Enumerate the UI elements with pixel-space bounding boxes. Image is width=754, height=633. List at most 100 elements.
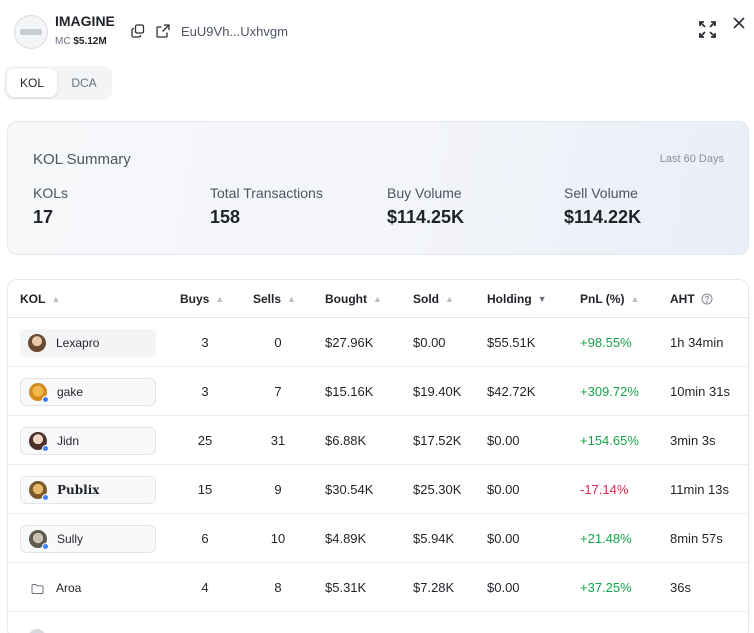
- col-pnl[interactable]: PnL (%) ▲: [580, 292, 640, 306]
- stat-transactions-label: Total Transactions: [210, 185, 323, 201]
- copy-icon[interactable]: [130, 23, 146, 39]
- kol-chip[interactable]: Aroa: [20, 574, 156, 602]
- aht-cell: 10min 31s: [670, 384, 730, 399]
- sort-icon: ▲: [51, 294, 61, 304]
- kol-name: Aroa: [56, 581, 82, 595]
- folder-icon: [28, 579, 46, 597]
- tab-dca[interactable]: DCA: [71, 76, 97, 90]
- token-header: IMAGINE MC $5.12M EuU9Vh...Uxhvgm: [0, 0, 754, 64]
- pnl-cell: +98.55%: [580, 335, 632, 350]
- sort-icon: ▲: [445, 294, 454, 304]
- view-tabs: KOL DCA: [4, 66, 112, 100]
- sold-cell: $17.52K: [413, 433, 462, 448]
- token-name: IMAGINE: [55, 13, 115, 29]
- buys-cell: 3: [201, 384, 209, 399]
- external-link-icon[interactable]: [155, 23, 171, 39]
- table-row[interactable]: Lexapro 3 0 $27.96K $0.00 $55.51K +98.55…: [8, 318, 748, 367]
- aht-cell: 1h 34min: [670, 335, 724, 350]
- pnl-cell: +21.48%: [580, 531, 632, 546]
- table-row[interactable]: Aroa 4 8 $5.31K $7.28K $0.00 +37.25% 36s: [8, 563, 748, 612]
- sells-cell: 0: [274, 335, 282, 350]
- buys-cell: 25: [197, 433, 213, 448]
- kol-chip[interactable]: Publix: [20, 476, 156, 504]
- tab-kol[interactable]: KOL: [7, 69, 57, 97]
- bought-cell: $30.54K: [325, 482, 374, 497]
- col-sells[interactable]: Sells ▲: [253, 292, 296, 306]
- kol-chip[interactable]: [20, 624, 156, 633]
- stat-buy-volume-label: Buy Volume: [387, 185, 462, 201]
- pnl-cell: -17.14%: [580, 482, 629, 497]
- kol-table: KOL ▲ Buys ▲ Sells ▲ Bought ▲ Sold ▲ Holding ▼…: [7, 279, 749, 633]
- buys-cell: 4: [201, 580, 209, 595]
- kol-chip[interactable]: Sully: [20, 525, 156, 553]
- pnl-cell: +37.25%: [580, 580, 632, 595]
- sort-icon: ▲: [630, 294, 640, 304]
- stat-kols-label: KOLs: [33, 185, 69, 201]
- aht-cell: 11min 13s: [670, 482, 730, 497]
- aht-cell: 36s: [670, 580, 691, 595]
- col-buys[interactable]: Buys ▲: [180, 292, 225, 306]
- stat-buy-volume-value: $114.25K: [387, 207, 465, 227]
- holding-cell: $55.51K: [487, 335, 536, 350]
- bought-cell: $4.89K: [325, 531, 367, 546]
- sort-icon: ▲: [215, 294, 225, 304]
- avatar: [29, 530, 49, 550]
- kol-name: Publix: [57, 483, 100, 497]
- sort-desc-icon: ▼: [537, 294, 547, 304]
- sold-cell: $25.30K: [413, 482, 462, 497]
- market-cap-value: $5.12M: [73, 36, 107, 47]
- pnl-cell: +154.65%: [580, 433, 639, 448]
- table-header: KOL ▲ Buys ▲ Sells ▲ Bought ▲ Sold ▲ Holding ▼…: [8, 280, 748, 318]
- avatar: [29, 481, 49, 501]
- avatar: [28, 334, 46, 352]
- kol-name: Jidn: [57, 434, 80, 448]
- stat-sell-volume-value: $114.22K: [564, 207, 642, 227]
- col-sold[interactable]: Sold ▲: [413, 292, 454, 306]
- buys-cell: 15: [197, 482, 213, 497]
- aht-cell: 8min 57s: [670, 531, 723, 546]
- sort-icon: ▲: [372, 294, 382, 304]
- buys-cell: 6: [201, 531, 209, 546]
- table-row[interactable]: Publix 15 9 $30.54K $25.30K $0.00 -17.14…: [8, 465, 748, 514]
- table-row-partial[interactable]: [8, 612, 748, 633]
- info-icon[interactable]: [701, 293, 713, 305]
- kol-chip[interactable]: Lexapro: [20, 329, 156, 357]
- kol-chip[interactable]: Jidn: [20, 427, 156, 455]
- holding-cell: $0.00: [487, 531, 520, 546]
- bought-cell: $27.96K: [325, 335, 374, 350]
- col-bought[interactable]: Bought ▲: [325, 292, 382, 306]
- bought-cell: $15.16K: [325, 384, 374, 399]
- sells-cell: 7: [274, 384, 282, 399]
- close-icon[interactable]: [732, 16, 746, 30]
- bought-cell: $6.88K: [325, 433, 367, 448]
- token-logo: [14, 15, 48, 49]
- kol-name: gake: [57, 385, 84, 399]
- col-kol[interactable]: KOL ▲: [20, 292, 61, 306]
- table-row[interactable]: Sully 6 10 $4.89K $5.94K $0.00 +21.48% 8…: [8, 514, 748, 563]
- sells-cell: 10: [270, 531, 286, 546]
- sold-cell: $19.40K: [413, 384, 462, 399]
- kol-name: Lexapro: [56, 336, 100, 350]
- sort-icon: ▲: [287, 294, 296, 304]
- avatar: [29, 432, 49, 452]
- stat-kols-value: 17: [33, 207, 54, 227]
- buys-cell: 3: [201, 335, 209, 350]
- kol-chip[interactable]: gake: [20, 378, 156, 406]
- kol-summary-card: KOL Summary Last 60 Days KOLs 17 Total T…: [7, 121, 749, 255]
- table-row[interactable]: gake 3 7 $15.16K $19.40K $42.72K +309.72…: [8, 367, 748, 416]
- sold-cell: $5.94K: [413, 531, 455, 546]
- holding-cell: $0.00: [487, 482, 520, 497]
- sells-cell: 9: [274, 482, 282, 497]
- col-aht[interactable]: AHT: [670, 292, 713, 306]
- pnl-cell: +309.72%: [580, 384, 639, 399]
- expand-icon[interactable]: [698, 20, 716, 38]
- token-address[interactable]: EuU9Vh...Uxhvgm: [181, 24, 288, 39]
- kol-name: Sully: [57, 532, 84, 546]
- avatar: [29, 383, 49, 403]
- avatar: [28, 629, 46, 633]
- table-row[interactable]: Jidn 25 31 $6.88K $17.52K $0.00 +154.65%…: [8, 416, 748, 465]
- holding-cell: $0.00: [487, 433, 520, 448]
- stat-sell-volume-label: Sell Volume: [564, 185, 638, 201]
- bought-cell: $5.31K: [325, 580, 367, 595]
- col-holding[interactable]: Holding ▼: [487, 292, 547, 306]
